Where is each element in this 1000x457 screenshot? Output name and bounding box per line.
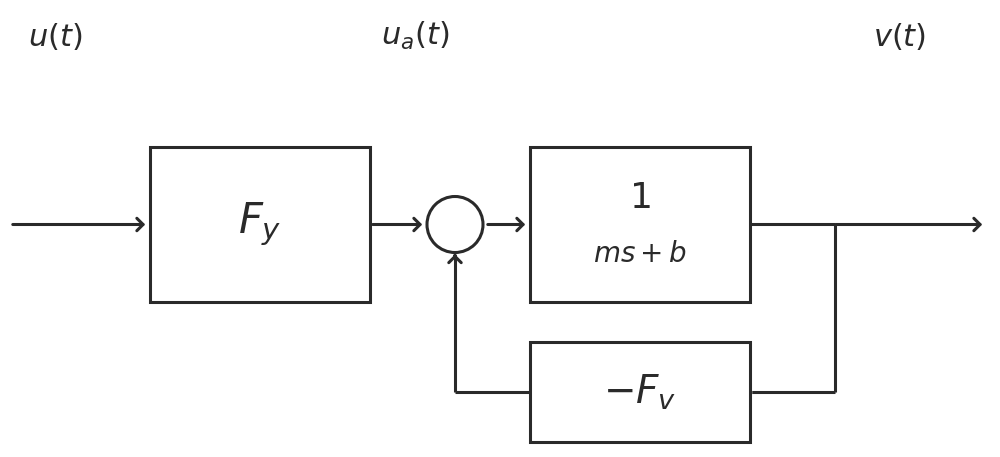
Text: $1$: $1$ [629,181,651,214]
Text: $ms + b$: $ms + b$ [593,240,687,269]
Bar [150,147,370,302]
Text: $\mathit{F}_y$: $\mathit{F}_y$ [238,201,282,248]
Text: $-\mathit{F}_v$: $-\mathit{F}_v$ [603,372,677,412]
Bar [530,147,750,302]
Bar [530,342,750,442]
Text: $u(t)$: $u(t)$ [28,21,82,52]
Text: $v(t)$: $v(t)$ [873,21,927,52]
Text: $u_a(t)$: $u_a(t)$ [381,20,449,52]
